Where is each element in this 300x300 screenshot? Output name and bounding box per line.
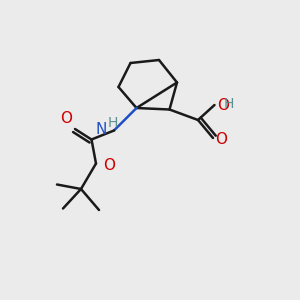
Text: O: O xyxy=(103,158,116,172)
Text: H: H xyxy=(108,116,119,130)
Text: N: N xyxy=(95,122,106,136)
Text: O: O xyxy=(61,111,73,126)
Text: O: O xyxy=(215,132,227,147)
Text: O: O xyxy=(217,98,229,112)
Text: H: H xyxy=(224,97,235,110)
